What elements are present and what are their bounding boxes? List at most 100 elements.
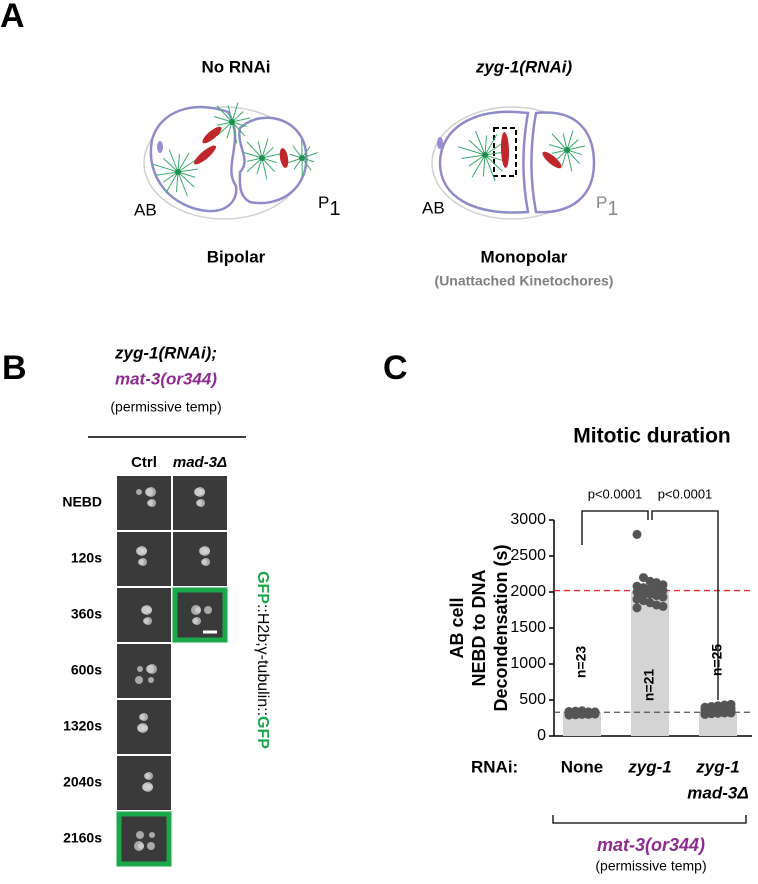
y-axis-label: AB cell: [447, 597, 467, 658]
panel-subtitle: (permissive temp): [110, 399, 221, 415]
micrograph: [173, 532, 227, 586]
signal-spot: [191, 605, 201, 615]
side-label-part: GFP: [254, 716, 271, 749]
micrograph: [117, 476, 171, 530]
row-label: 1320s: [63, 718, 102, 734]
data-point: [659, 602, 668, 611]
panel-letter: C: [383, 349, 408, 387]
signal-spot: [137, 724, 145, 732]
side-label-part: ::H2b;γ-tubulin::: [254, 604, 271, 716]
significance-bracket: [582, 511, 648, 545]
y-axis-label: NEBD to DNA: [469, 570, 489, 687]
cell-label: AB: [134, 200, 157, 219]
cell-label: P1: [318, 193, 340, 220]
micrograph: [117, 588, 171, 642]
p-value: p<0.0001: [658, 486, 713, 501]
cell-label: P: [596, 193, 607, 212]
cell-label: P1: [596, 193, 618, 220]
side-label-part: GFP: [254, 571, 271, 604]
panel-title: mat-3(or344): [115, 369, 217, 388]
signal-spot: [144, 773, 150, 779]
signal-spot: [148, 677, 154, 683]
panel-title: No RNAi: [202, 57, 271, 76]
data-point: [591, 707, 600, 716]
signal-spot: [141, 606, 149, 614]
polar-body: [437, 137, 443, 149]
signal-spot: [147, 842, 155, 850]
y-tick-label: 500: [519, 691, 546, 708]
polar-body: [157, 141, 163, 153]
side-label: GFP::H2b;γ-tubulin::GFP: [254, 571, 271, 749]
chart-title: Mitotic duration: [573, 425, 730, 448]
data-point: [633, 530, 642, 539]
signal-spot: [137, 666, 143, 672]
p-value: p<0.0001: [588, 486, 643, 501]
x-tick-label: None: [561, 757, 604, 776]
signal-spot: [196, 500, 202, 506]
centrosome: [259, 155, 265, 161]
row-label: 120s: [71, 550, 102, 566]
y-tick-label: 3000: [510, 511, 546, 528]
micrograph: [173, 588, 227, 642]
embryo-diagrams: [144, 103, 594, 219]
signal-spot: [138, 559, 144, 565]
cell-label: AB: [422, 198, 445, 217]
signal-spot: [199, 547, 207, 555]
panel-title: zyg-1(RNAi): [475, 57, 573, 76]
signal-spot: [136, 547, 144, 555]
signal-spot: [194, 488, 202, 496]
column-header: mad-3Δ: [173, 454, 227, 471]
centrosome: [175, 169, 181, 175]
row-label: 2160s: [63, 830, 102, 846]
panel-letter: A: [0, 0, 25, 35]
y-tick-label: 1000: [510, 655, 546, 672]
cell-label: P: [318, 193, 329, 212]
centrosome: [229, 119, 235, 125]
signal-spot: [149, 832, 155, 838]
column-header: Ctrl: [131, 454, 157, 471]
micrograph: [117, 756, 171, 810]
signal-spot: [143, 618, 149, 624]
signal-spot: [135, 676, 143, 684]
row-label: 360s: [71, 606, 102, 622]
group-bracket: [553, 815, 746, 823]
row-label: 2040s: [63, 774, 102, 790]
cell-subscript: 1: [329, 198, 340, 220]
row-label: 600s: [71, 662, 102, 678]
bar: [631, 592, 669, 736]
x-tick-label: mad-3Δ: [687, 783, 748, 802]
y-tick-label: 1500: [510, 619, 546, 636]
x-tick-label: zyg-1: [695, 757, 739, 776]
signal-spot: [136, 831, 144, 839]
group-sublabel: (permissive temp): [595, 858, 706, 874]
signal-spot: [136, 489, 142, 495]
panel-title: zyg-1(RNAi);: [114, 343, 217, 362]
x-tick-label: zyg-1: [627, 757, 671, 776]
signal-spot: [139, 714, 145, 720]
y-tick-label: 0: [537, 727, 546, 744]
data-point: [633, 603, 642, 612]
signal-spot: [201, 559, 207, 565]
caption: Bipolar: [207, 247, 266, 266]
signal-spot: [146, 665, 154, 673]
cell-subscript: 1: [607, 198, 618, 220]
signal-spot: [192, 618, 198, 624]
signal-spot: [145, 488, 153, 496]
y-tick-label: 2000: [510, 583, 546, 600]
micrograph: [117, 644, 171, 698]
data-point: [727, 700, 736, 709]
caption: Monopolar: [481, 247, 568, 266]
y-tick-label: 2500: [510, 547, 546, 564]
signal-spot: [134, 841, 144, 851]
signal-spot: [204, 606, 212, 614]
x-axis-label: RNAi:: [471, 757, 518, 776]
data-point: [659, 593, 668, 602]
signal-spot: [147, 500, 153, 506]
panel-letter: B: [2, 349, 27, 387]
micrograph: [117, 812, 171, 866]
n-label: n=21: [641, 669, 657, 702]
signal-spot: [142, 783, 150, 791]
